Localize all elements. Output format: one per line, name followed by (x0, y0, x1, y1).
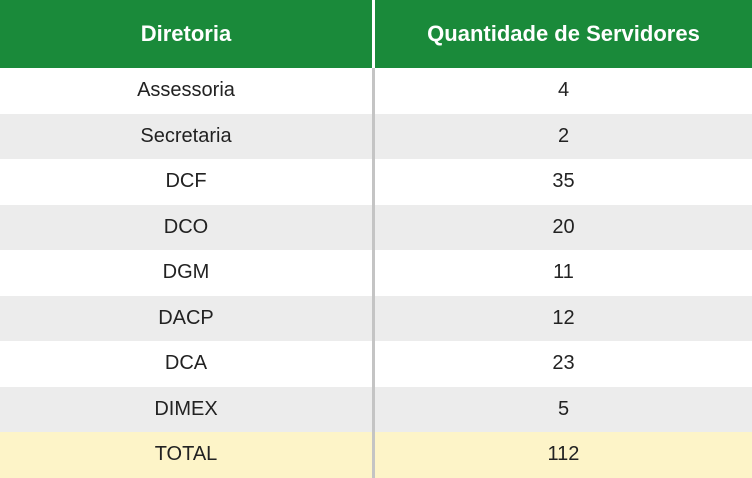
table-row: DCF 35 (0, 159, 752, 205)
cell-diretoria: Secretaria (0, 113, 375, 159)
table-row: DCO 20 (0, 204, 752, 250)
cell-quantidade: 20 (552, 215, 575, 238)
table-row: DIMEX 5 (0, 386, 752, 432)
cell-diretoria: DCF (0, 159, 375, 205)
table-row: DCA 23 (0, 341, 752, 387)
header-diretoria: Diretoria (0, 0, 375, 68)
header-quantidade: Quantidade de Servidores (427, 21, 700, 46)
cell-quantidade: 23 (552, 352, 575, 375)
cell-diretoria: DCA (0, 341, 375, 387)
table-row: DACP 12 (0, 295, 752, 341)
total-label: TOTAL (0, 432, 375, 478)
cell-diretoria: DGM (0, 250, 375, 296)
table-header-row: Diretoria Quantidade de Servidores (0, 0, 752, 68)
table-row: Assessoria 4 (0, 68, 752, 114)
cell-quantidade: 5 (557, 397, 570, 420)
cell-diretoria: DCO (0, 204, 375, 250)
cell-quantidade: 11 (553, 261, 574, 284)
total-value: 112 (547, 443, 580, 466)
cell-diretoria: Assessoria (0, 68, 375, 114)
cell-quantidade: 2 (557, 124, 570, 147)
table-row: Secretaria 2 (0, 113, 752, 159)
table-total-row: TOTAL 112 (0, 432, 752, 478)
cell-quantidade: 12 (552, 306, 575, 329)
table-row: DGM 11 (0, 250, 752, 296)
cell-quantidade: 35 (552, 170, 575, 193)
cell-quantidade: 4 (557, 79, 570, 102)
cell-diretoria: DIMEX (0, 386, 375, 432)
cell-diretoria: DACP (0, 295, 375, 341)
